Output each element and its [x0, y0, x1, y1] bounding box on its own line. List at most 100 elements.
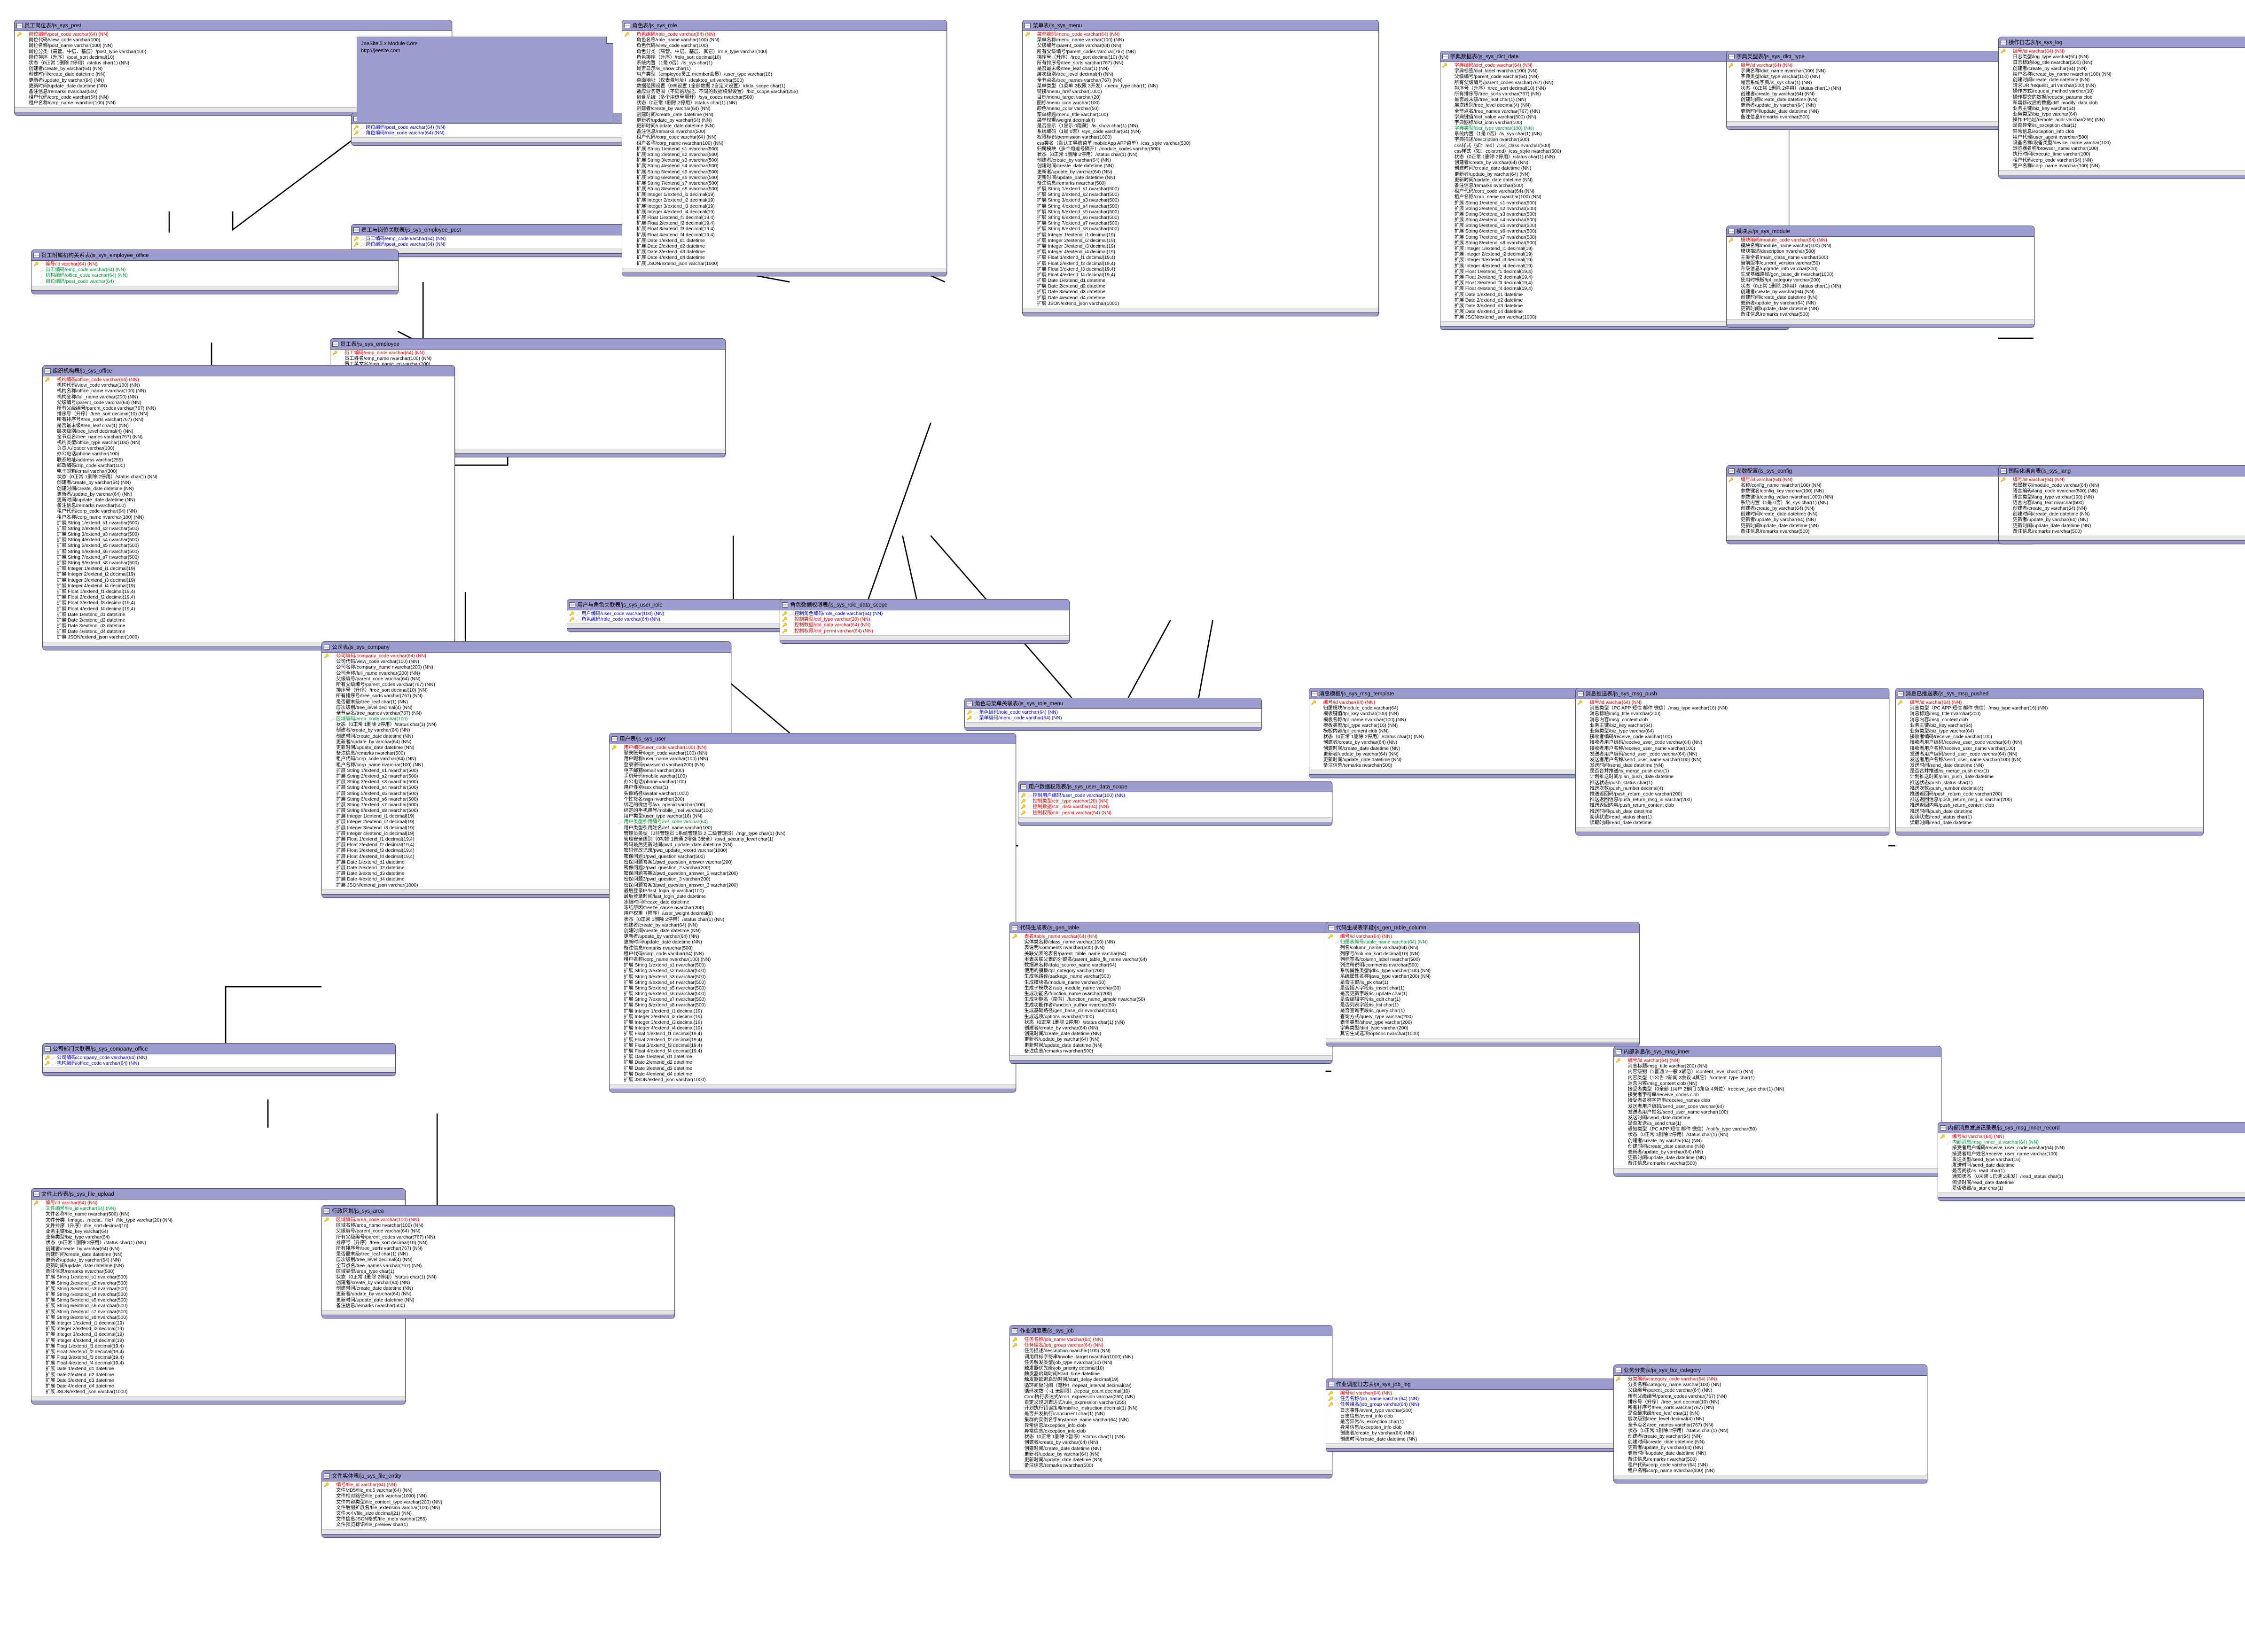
column-row: 文件相对路径/file_path varchar(1000) (NN)	[322, 1494, 660, 1499]
column-row: 日志信息/event_info clob	[1326, 1414, 1634, 1419]
column-label: 自定义规则表达式/rule_expression varchar(255)	[1024, 1400, 1126, 1406]
primary-key-icon: 🔑	[33, 262, 39, 266]
pk-slot: 🔑	[1729, 477, 1734, 483]
table-title: 参数配置/js_sys_config	[1736, 468, 1792, 474]
primary-key-icon: 🔑	[324, 1217, 329, 1222]
table-footer	[322, 1310, 675, 1315]
column-row: 租户代码/corp_code varchar(64) (NN)	[1999, 158, 2245, 164]
fk-slot: 🔑	[1026, 793, 1032, 799]
entity-table-js_sys_menu[interactable]: 菜单表/js_sys_menu 🔑 菜单编码/menu_code varchar(6…	[1022, 20, 1379, 316]
entity-table-js_sys_employee_office[interactable]: 员工附属机构关系表/js_sys_employee_office 🔑 编号/id v…	[31, 249, 399, 294]
entity-table-js_sys_log[interactable]: 操作日志表/js_sys_log 🔑 编号/id varchar(64) (NN) 日…	[1998, 37, 2245, 179]
table-title: 文件上传表/js_sys_file_upload	[41, 1192, 114, 1197]
column-row: 使用的模板/tpl_category varchar(200)	[1010, 968, 1331, 974]
column-label: 扩展 String 4/extend_s4 nvarchar(500)	[624, 980, 706, 985]
primary-key-icon: 🔑	[1328, 1402, 1333, 1407]
column-label: 扩展 Date 2/extend_d2 datetime	[1037, 284, 1105, 289]
table-title: 公司部门关联表/js_sys_company_office	[53, 1046, 148, 1052]
entity-table-js_sys_job[interactable]: 作业调度表/js_sys_job 🔑 任务名称/job_name varchar(6…	[1009, 1325, 1332, 1479]
table-header: 内部消息/js_sys_msg_inner	[1613, 1046, 1941, 1057]
entity-table-js_sys_role_data_scope[interactable]: 角色数据权限表/js_sys_role_data_scope 🔑 🔑 控制角色编码/r…	[780, 599, 1070, 644]
entity-table-js_sys_role_menu[interactable]: 角色与菜单关联表/js_sys_role_menu 🔑 🔑 角色编码/role_cod…	[964, 698, 1262, 731]
table-footer	[1010, 1055, 1332, 1060]
column-label: 扩展 Date 1/extend_d1 datetime	[1037, 278, 1105, 284]
column-label: 是否系统字典/is_sys char(1) (NN)	[1740, 80, 1812, 86]
column-label: 公司编码/company_code varchar(64) (NN)	[336, 654, 427, 659]
column-label: 更新时间/update_date datetime (NN)	[57, 497, 135, 503]
pk-slot: 🔑	[782, 617, 787, 623]
entity-table-js_sys_company_office[interactable]: 公司部门关联表/js_sys_company_office 🔑 🔑 公司编码/comp…	[42, 1043, 396, 1076]
entity-table-js_sys_role[interactable]: 角色表/js_sys_role 🔑 角色编码/role_code varchar(6…	[622, 20, 947, 276]
column-row: 是否编辑字段/is_edit char(1)	[1326, 997, 1639, 1003]
column-row: 租户名称/corp_name nvarchar(100) (NN)	[43, 515, 454, 521]
column-row: 扩展 Float 4/extend_f4 decimal(19,4)	[622, 233, 946, 238]
column-label: 扩展 Date 3/extend_d3 datetime	[1454, 303, 1523, 309]
column-row: 租户名称/corp_name nvarchar(100) (NN)	[622, 141, 946, 147]
column-label: 扩展 String 4/extend_s4 nvarchar(500)	[636, 164, 719, 169]
table-cap	[330, 453, 726, 457]
column-label: 扩展 String 7/extend_s7 nvarchar(500)	[336, 802, 418, 808]
column-row: 创建时间/create_date datetime (NN)	[1010, 1031, 1331, 1037]
column-label: 状态（0正常 1删除 2停用）/status char(1) (NN)	[1323, 734, 1424, 740]
table-title: 内部消息发送记录表/js_sys_msg_inner_record	[1948, 1125, 2060, 1131]
column-row: 更新者/update_by varchar(64) (NN)	[622, 118, 946, 124]
entity-table-js_sys_job_log[interactable]: 作业调度日志表/js_sys_job_log 🔑 编号/id varchar(64)…	[1325, 1379, 1634, 1452]
column-label: 字典键值/dict_value varchar(500) (NN)	[1454, 114, 1537, 120]
table-footer	[43, 1068, 396, 1073]
column-row: 创建者/create_by varchar(64) (NN)	[43, 480, 454, 486]
column-row: 本表关联父表的外键名/parent_table_fk_name varchar(…	[1010, 957, 1331, 963]
column-label: 层次级别/tree_level decimal(4) (NN)	[1454, 103, 1531, 109]
entity-table-js_sys_lang[interactable]: 国际化语言表/js_sys_lang 🔑 编号/id varchar(64) (NN…	[1998, 465, 2245, 544]
column-label: css样式（如：red）/css_class nvarchar(500)	[1454, 143, 1551, 148]
column-label: 是否查询字段/is_query char(1)	[1340, 1008, 1405, 1014]
entity-table-js_sys_msg_inner_record[interactable]: 内部消息发送记录表/js_sys_msg_inner_record 🔑 编号/id …	[1937, 1122, 2245, 1201]
column-row: 扩展 Float 1/extend_f1 decimal(19,4)	[31, 1344, 405, 1349]
column-row: 备注信息/remarks nvarchar(500)	[322, 1303, 674, 1309]
column-label: 分类名称/category_name varchar(100) (NN)	[1627, 1382, 1721, 1388]
entity-table-js_sys_msg_inner[interactable]: 内部消息/js_sys_msg_inner 🔑 编号/id varchar(64) …	[1613, 1046, 1941, 1177]
column-label: 状态（0正常 1删除 2停用）/status char(1) (NN)	[336, 1274, 437, 1280]
entity-table-js_sys_msg_template[interactable]: 消息模板/js_sys_msg_template 🔑 编号/id varchar(6…	[1308, 688, 1620, 779]
column-row: 父级编号/parent_code varchar(64) (NN)	[1614, 1388, 1927, 1394]
column-label: 发送者用户名称/send_user_name varchar(100) (NN)	[1589, 757, 1702, 763]
column-row: 模板类型/tpl_type varchar(16) (NN)	[1309, 723, 1619, 729]
column-label: 岗位编码/post_code varchar(64) (NN)	[366, 242, 446, 248]
primary-key-icon: 🔑	[1577, 700, 1583, 705]
column-label: 扩展 Float 2/extend_f2 decimal(19,4)	[1037, 261, 1115, 266]
entity-table-js_gen_table[interactable]: 代码生成表/js_gen_table 🔑 表名/table_name varchar…	[1009, 922, 1332, 1064]
entity-table-js_sys_file_entity[interactable]: 文件实体表/js_sys_file_entity 🔑 编号/file_id varc…	[321, 1470, 661, 1538]
column-row: 扩展 Integer 3/extend_i3 decimal(19)	[1023, 244, 1378, 249]
column-row: 扩展 Float 3/extend_f3 decimal(19,4)	[31, 1355, 405, 1361]
column-row: 🔑 角色编码/role_code varchar(64) (NN)	[622, 32, 946, 38]
entity-table-js_sys_dict_type[interactable]: 字典类型表/js_sys_dict_type 🔑 编号/id varchar(64)…	[1726, 51, 2034, 130]
column-row: 创建时间/create_date datetime (NN)	[322, 1286, 674, 1292]
entity-table-js_sys_user[interactable]: 用户表/js_sys_user 🔑 用户编码/user_code varchar(1…	[609, 733, 1017, 1093]
column-row: 循环次数（ -1 无期限）/repeat_count decimal(10)	[1010, 1389, 1331, 1395]
table-title: 字典类型表/js_sys_dict_type	[1736, 54, 1805, 60]
column-row: 扩展 String 3/extend_s3 nvarchar(500)	[610, 974, 1016, 980]
column-label: 扩展 String 1/extend_s1 nvarchar(500)	[57, 520, 139, 526]
column-row: 文件预览标识/file_preview char(1)	[322, 1522, 660, 1528]
entity-table-js_sys_module[interactable]: 模块表/js_sys_module 🔑 模块编码/module_code varch…	[1726, 226, 2034, 327]
column-label: 租户名称/corp_name nvarchar(100) (NN)	[624, 957, 711, 962]
entity-table-js_sys_msg_pushed[interactable]: 消息已推送表/js_sys_msg_pushed 🔑 编号/id varchar(6…	[1895, 688, 2204, 836]
column-row: 🔑 岗位编码/post_code varchar(64)	[31, 279, 398, 285]
entity-table-js_sys_biz_category[interactable]: 业务分类表/js_sys_biz_category 🔑 分类编码/category_…	[1613, 1364, 1927, 1484]
column-row: 扩展 Date 1/extend_d1 datetime	[622, 238, 946, 244]
column-label: 扩展 JSON/extend_json varchar(1000)	[336, 882, 418, 888]
entity-table-js_sys_user_data_scope[interactable]: 用户数据权限表/js_sys_user_data_scope 🔑 🔑 控制用户编码/u…	[1018, 781, 1332, 826]
column-row: 租户名称/corp_name nvarchar(100) (NN)	[1999, 164, 2245, 169]
column-row: 阅读状态/read_status char(1)	[1576, 815, 1889, 820]
entity-table-js_sys_office[interactable]: 组织机构表/js_sys_office 🔑 机构编码/office_code var…	[42, 365, 455, 650]
column-label: 创建者/create_by varchar(64) (NN)	[1627, 1434, 1702, 1439]
table-header: 组织机构表/js_sys_office	[43, 366, 455, 376]
column-label: 扩展 Float 3/extend_f3 decimal(19,4)	[1037, 266, 1115, 272]
entity-table-js_sys_area[interactable]: 行政区划/js_sys_area 🔑 区域编码/area_code varchar(…	[321, 1205, 675, 1318]
column-label: 新增修改后的数据/diff_modify_data clob	[2012, 100, 2098, 106]
column-label: 扩展 String 4/extend_s4 nvarchar(500)	[1037, 203, 1119, 209]
entity-table-js_gen_table_column[interactable]: 代码生成表字段/js_gen_table_column 🔑 编号/id varcha…	[1325, 922, 1640, 1047]
entity-table-js_sys_config[interactable]: 参数配置/js_sys_config 🔑 编号/id varchar(64) (NN…	[1726, 465, 2034, 544]
column-label: 租户代码/corp_code varchar(64) (NN)	[57, 509, 137, 514]
column-label: 是否合并推送/is_merge_push char(1)	[1909, 769, 1989, 774]
entity-table-js_sys_msg_push[interactable]: 消息推送表/js_sys_msg_push 🔑 编号/id varchar(64) …	[1575, 688, 1889, 836]
